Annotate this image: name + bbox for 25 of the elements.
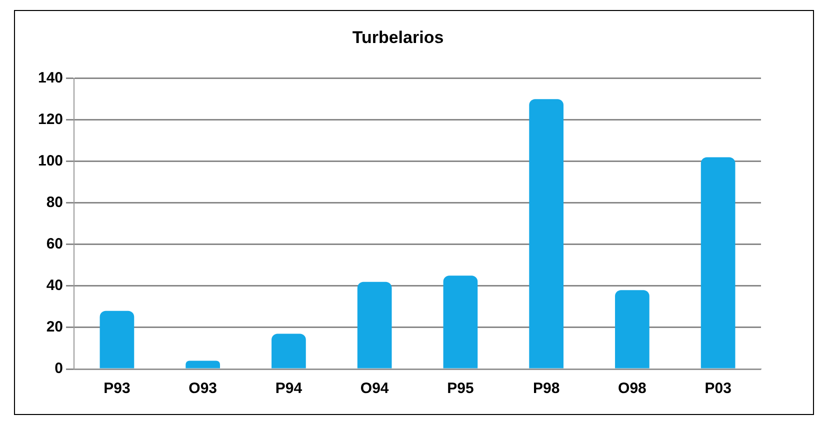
y-tick-label: 40 <box>46 277 64 294</box>
y-tick-label: 20 <box>46 318 64 336</box>
y-tick-label: 120 <box>38 111 64 128</box>
x-tick-label: O93 <box>188 380 218 398</box>
y-tick-label: 80 <box>46 194 64 212</box>
y-tick-label: 0 <box>54 360 64 378</box>
bar <box>443 276 478 368</box>
bar <box>272 334 306 368</box>
x-tick-label: P94 <box>275 380 303 398</box>
x-tick-label: O94 <box>360 380 390 398</box>
bar <box>357 282 392 368</box>
y-tick-label: 100 <box>38 152 64 170</box>
y-tick-label: 60 <box>46 236 64 253</box>
bar <box>186 360 220 368</box>
x-tick-label: P03 <box>704 380 732 398</box>
x-tick-label: P93 <box>104 380 130 398</box>
x-tick-label: P95 <box>447 380 474 398</box>
chart-title: Turbelarios <box>352 28 444 47</box>
bar <box>529 99 564 368</box>
y-tick-label: 140 <box>38 70 64 87</box>
bar <box>615 290 650 368</box>
x-tick-label: P98 <box>532 380 560 398</box>
bar <box>700 157 736 368</box>
x-tick-label: O98 <box>618 380 646 398</box>
bar <box>100 310 134 368</box>
